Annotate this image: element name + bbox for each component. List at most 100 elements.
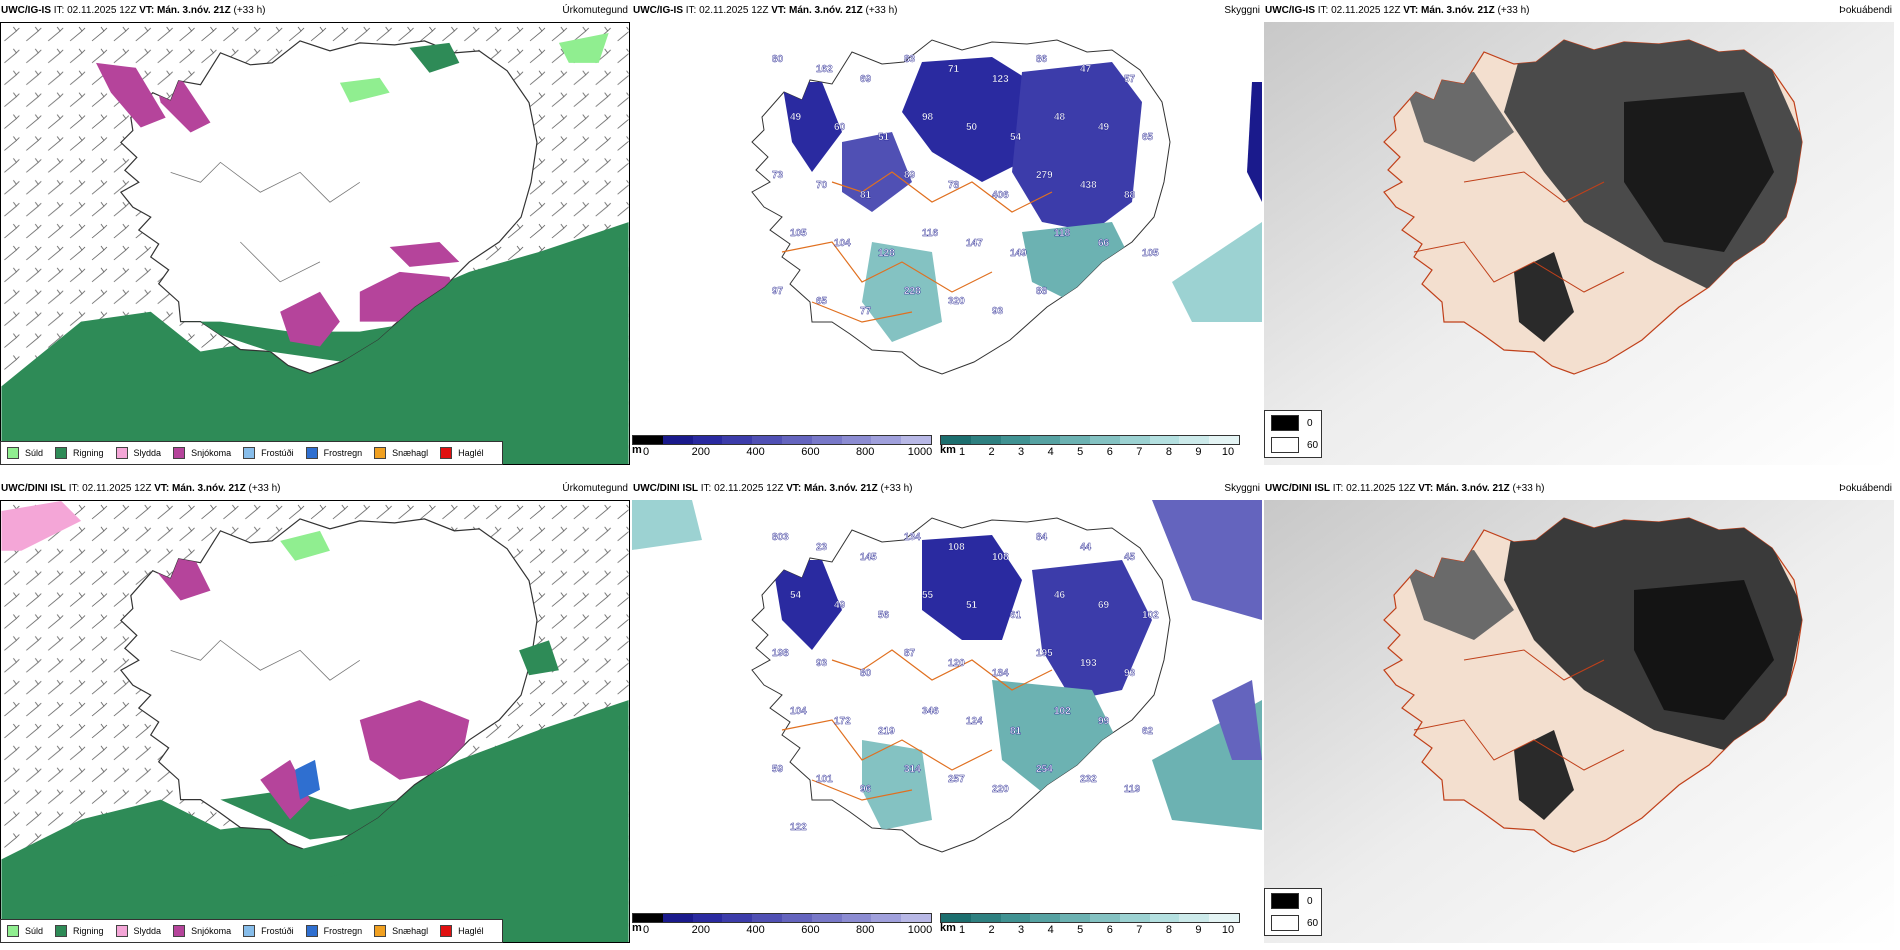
precip-legend: Súld Rigning Slydda Snjókoma Frostúði Fr… [0,919,503,943]
colorbar-tick: 7 [1136,924,1143,936]
visibility-value-label: 50 [966,122,978,133]
colorbar-tick: 4 [1047,446,1054,458]
visibility-value-label: 49 [1098,122,1110,133]
legend-item-frostregn: Frostregn [305,925,362,937]
unit-label: km [940,444,956,456]
legend-item-snaehagl: Snæhagl [374,447,428,459]
visibility-value-label: 93 [1124,668,1136,679]
legend-item-frostregn: Frostregn [305,447,362,459]
visibility-value-label: 81 [1010,726,1022,737]
colorbar [940,913,1240,923]
visibility-value-label: 220 [992,784,1009,795]
visibility-value-label: 149 [1010,248,1027,259]
valid-time-label: VT: [154,483,170,494]
colorbar-tick: 200 [691,446,710,458]
visibility-value-label: 65 [1142,132,1154,143]
visibility-value-label: 47 [1080,64,1092,75]
visibility-value-label: 254 [1036,764,1053,775]
panel-header: UWC/DINI ISL IT: 02.11.2025 12Z VT: Mán.… [632,478,1262,500]
colorbar-tick: 8 [1165,446,1172,458]
init-time: IT: 02.11.2025 12Z [685,5,769,16]
colorbar-tick: 3 [1018,446,1025,458]
visibility-value-label: 78 [948,180,960,191]
visibility-value-label: 89 [904,170,916,181]
visibility-value-label: 88 [1124,190,1136,201]
valid-time-label: VT: [786,483,802,494]
valid-time: Mán. 3.nóv. 21Z [1421,5,1495,16]
colorbar-tick: 0 [642,446,650,458]
legend-item-snjokoma: Snjókoma [173,447,231,459]
valid-time-label: VT: [771,5,787,16]
visibility-value-label: 346 [922,706,939,717]
valid-time-label: VT: [139,5,155,16]
precip-type-panel-bottom: UWC/DINI ISL IT: 02.11.2025 12Z VT: Mán.… [0,478,630,943]
legend-item-slydda: Slydda [115,925,161,937]
legend-item-frostudi: Frostúði [243,925,294,937]
visibility-value-label: 98 [922,112,934,123]
unit-label: m [632,444,642,456]
colorbar-tick: 6 [1106,446,1113,458]
visibility-map: 80 162 69 83 71 123 86 47 57 49 60 51 98 50 54 48 49 65 73… [751,39,1262,375]
visibility-value-label: 70 [816,180,828,191]
visibility-value-label: 99 [1098,716,1110,727]
visibility-value-label: 120 [948,658,965,669]
panel-header: UWC/IG-IS IT: 02.11.2025 12Z VT: Mán. 3.… [0,0,630,22]
visibility-value-label: 51 [878,132,890,143]
visibility-value-label: 56 [878,610,890,621]
visibility-value-label: 145 [860,552,877,563]
precip-type-map [0,22,630,465]
visibility-value-label: 66 [1098,238,1110,249]
model-name: UWC/IG-IS [1265,5,1315,16]
init-time: IT: 02.11.2025 12Z [53,5,137,16]
valid-time: Mán. 3.nóv. 21Z [172,483,246,494]
legend-item-snaehagl: Snæhagl [374,925,428,937]
visibility-value-label: 198 [772,648,789,659]
visibility-value-label: 105 [1142,248,1159,259]
visibility-value-label: 69 [860,74,872,85]
visibility-value-label: 193 [1080,658,1097,669]
panel-title: Úrkomutegund [562,483,628,494]
visibility-value-label: 88 [1036,286,1048,297]
colorbar-tick: 7 [1136,446,1143,458]
visibility-value-label: 57 [1124,74,1136,85]
visibility-value-label: 104 [834,238,851,249]
legend-item-frostudi: Frostúði [243,447,294,459]
model-name: UWC/DINI ISL [633,483,698,494]
visibility-value-label: 61 [1010,610,1022,621]
visibility-value-label: 49 [790,112,802,123]
legend-item-sudd: Súld [7,447,43,459]
visibility-value-label: 96 [860,784,872,795]
panel-header: UWC/IG-IS IT: 02.11.2025 12Z VT: Mán. 3.… [632,0,1262,22]
init-time: IT: 02.11.2025 12Z [68,483,152,494]
visibility-value-label: 51 [966,600,978,611]
colorbar-tick: 0 [642,924,650,936]
colorbar-tick: 400 [746,446,765,458]
visibility-value-label: 228 [904,286,921,297]
colorbar-ticks: 1 2 3 4 5 6 7 8 9 10 [940,923,1240,937]
visibility-value-label: 84 [1036,532,1048,543]
visibility-value-label: 232 [1080,774,1097,785]
valid-time: Mán. 3.nóv. 21Z [804,483,878,494]
visibility-value-label: 102 [1142,610,1159,621]
visibility-value-label: 119 [1124,784,1141,795]
colorbar-tick: 600 [801,446,820,458]
visibility-value-label: 118 [1054,228,1071,239]
visibility-value-label: 46 [1054,590,1066,601]
visibility-value-label: 320 [948,296,965,307]
colorbar [632,435,932,445]
colorbar-tick: 200 [691,924,710,936]
legend-item-rigning: Rigning [55,447,104,459]
legend-item-rigning: Rigning [55,925,104,937]
colorbar [632,913,932,923]
visibility-km-colorbar: 1 2 3 4 5 6 7 8 9 10 km [940,435,1240,459]
visibility-km-colorbar: 1 2 3 4 5 6 7 8 9 10 km [940,913,1240,937]
precip-legend: Súld Rigning Slydda Snjókoma Frostúði Fr… [0,441,503,465]
visibility-value-label: 184 [992,668,1009,679]
init-time: IT: 02.11.2025 12Z [1332,483,1416,494]
colorbar-tick: 1000 [907,924,933,936]
panel-header: UWC/IG-IS IT: 02.11.2025 12Z VT: Mán. 3.… [1264,0,1894,22]
visibility-value-label: 172 [834,716,851,727]
colorbar-tick: 3 [1018,924,1025,936]
valid-time: Mán. 3.nóv. 21Z [1436,483,1510,494]
panel-title: Skyggni [1224,5,1260,16]
